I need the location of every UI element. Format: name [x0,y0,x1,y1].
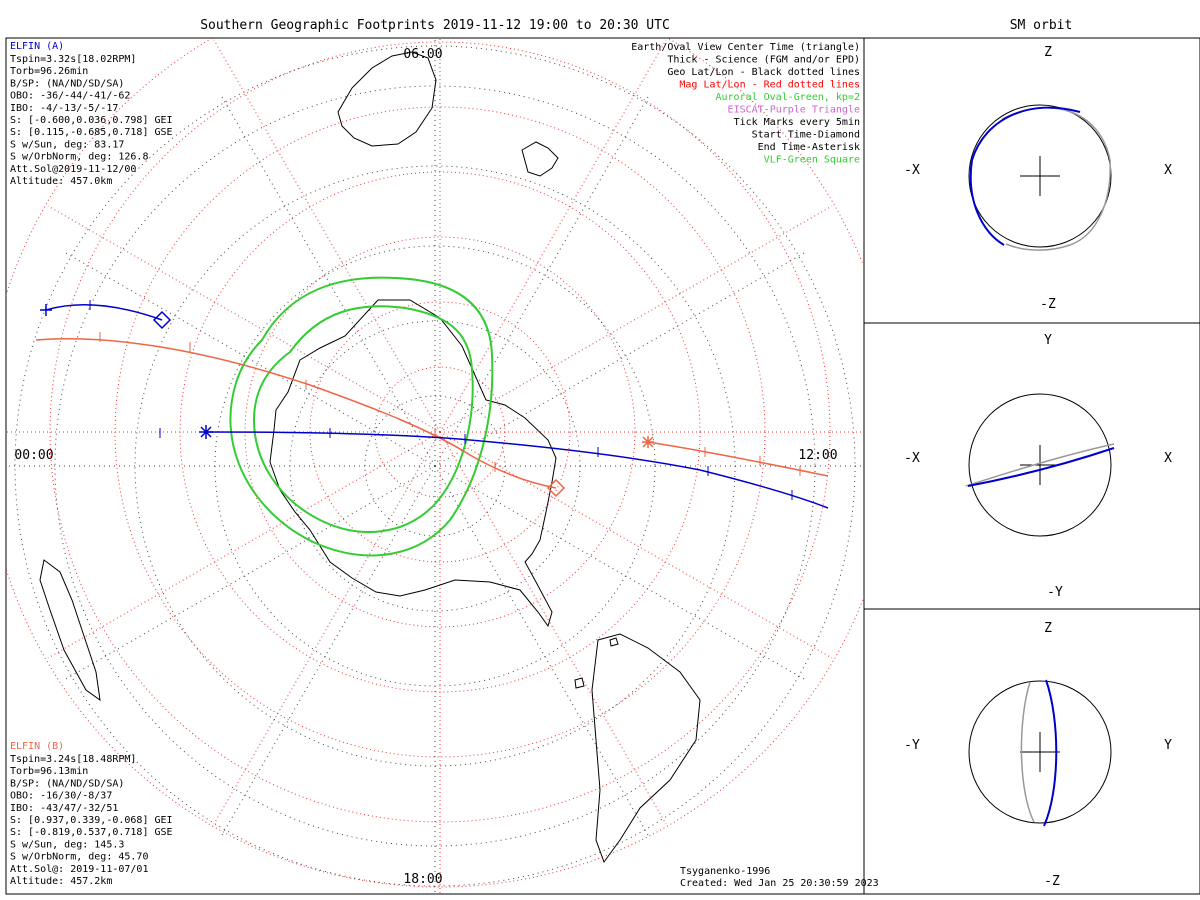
panel1-right: X [1164,163,1172,178]
panel3-bottom: -Z [1044,874,1060,889]
probe-b-line [35,338,557,489]
map-title: Southern Geographic Footprints 2019-11-1… [200,18,670,33]
auroral-oval-inner [252,305,474,533]
probe-b-end-asterisk [642,436,654,448]
antarctica-coast [269,299,557,628]
auroral-oval-outer [229,276,494,557]
info-line: S: [-0.600,0.036,0.798] GEI [10,115,173,126]
islands [574,637,619,689]
panel1-left: -X [904,163,920,178]
info-line: Altitude: 457.0km [10,176,112,187]
model-label: Tsyganenko-1996 [680,866,770,877]
probe-b-name: ELFIN (B) [10,741,64,752]
probe-a-start-diamond [152,310,172,330]
probe-a-line [45,304,163,321]
orbit-b-xz [1001,107,1111,251]
time-label-bottom: 18:00 [403,872,442,887]
info-line: Altitude: 457.2km [10,876,112,887]
orbit-title: SM orbit [1010,18,1073,33]
created-label: Created: Wed Jan 25 20:30:59 2023 [680,878,879,889]
probe-b-line-2 [647,441,829,477]
panel2-top: Y [1044,333,1052,348]
legend-entry: Tick Marks every 5min [734,117,860,128]
panel2-bottom: -Y [1047,585,1063,600]
time-label-top: 06:00 [403,47,442,62]
probe-b-info: ELFIN (B) Tspin=3.24s[18.48RPM]Torb=96.1… [10,741,173,887]
info-line: Torb=96.13min [10,766,88,777]
info-line: S: [0.115,-0.685,0.718] GSE [10,127,173,138]
auroral-ovals [229,276,494,557]
info-line: B/SP: (NA/ND/SD/SA) [10,78,124,89]
info-line: S: [-0.819,0.537,0.718] GSE [10,827,173,838]
info-line: S w/OrbNorm, deg: 45.70 [10,852,148,863]
panel1-bottom: -Z [1040,297,1056,312]
probe-a-line-2 [205,431,829,509]
earth-circle-xy [968,393,1112,537]
panel2-left: -X [904,451,920,466]
legend-entry: EISCAT-Purple Triangle [728,105,860,116]
earth-circle-yz [968,680,1112,824]
legend-entry: Auroral Oval-Green, kp=2 [716,92,861,103]
geo-grid [9,40,861,892]
probe-a-track [40,300,829,509]
south-america-coast [591,633,701,864]
new-zealand-coast [521,141,559,177]
info-line: S: [0.937,0.339,-0.068] GEI [10,815,173,826]
info-line: Tspin=3.32s[18.02RPM] [10,54,136,65]
orbit-b-xy [965,443,1115,487]
legend-entry: Thick - Science (FGM and/or EPD) [667,55,860,66]
panel2-right: X [1164,451,1172,466]
legend-entry: Geo Lat/Lon - Black dotted lines [667,67,860,78]
orbit-frame [863,37,1200,895]
orbit-a-xz [969,106,1081,246]
time-label-left: 00:00 [14,448,53,463]
panel3-top: Z [1044,621,1052,636]
probe-b-track [35,332,829,498]
legend-entry: Mag Lat/Lon - Red dotted lines [679,80,860,91]
orbit-a-yz [1043,679,1058,827]
orbit-panel-xy: Y -Y -X X [904,333,1172,600]
legend-entry: Earth/Oval View Center Time (triangle) [631,42,860,53]
map-area [6,38,864,894]
orbit-panel-xz: Z -Z -X X [904,45,1172,312]
probe-a-info: ELFIN (A) Tspin=3.32s[18.02RPM]Torb=96.2… [10,41,173,187]
legend-entry: End Time-Asterisk [758,142,860,153]
legend-entry: VLF-Green Square [764,155,860,166]
info-line: Torb=96.26min [10,66,88,77]
probe-a-end-asterisk [40,304,213,439]
info-line: IBO: -4/-13/-5/-17 [10,103,118,114]
info-line: IBO: -43/47/-32/51 [10,803,118,814]
info-line: B/SP: (NA/ND/SD/SA) [10,778,124,789]
time-label-right: 12:00 [798,448,837,463]
probe-b-start-diamond [546,478,566,498]
probe-a-name: ELFIN (A) [10,41,64,52]
coastlines [39,51,701,864]
australia-coast [337,51,437,147]
info-line: OBO: -16/30/-8/37 [10,791,112,802]
panel1-top: Z [1044,45,1052,60]
info-line: OBO: -36/-44/-41/-62 [10,91,130,102]
info-line: S w/OrbNorm, deg: 126.8 [10,152,148,163]
info-line: Att.Sol@2019-11-12/00 [10,164,136,175]
panel3-right: Y [1164,738,1172,753]
panel3-left: -Y [904,738,920,753]
info-line: S w/Sun, deg: 83.17 [10,139,124,150]
legend: Earth/Oval View Center Time (triangle) Th… [631,42,860,166]
earth-circle-xz [968,104,1112,248]
africa-coast [39,559,101,702]
orbit-a-xy [967,447,1115,487]
orbit-b-yz [1020,681,1035,823]
legend-entry: Start Time-Diamond [752,130,860,141]
info-line: Att.Sol@: 2019-11-07/01 [10,864,148,875]
info-line: Tspin=3.24s[18.48RPM] [10,754,136,765]
orbit-panel-yz: Z -Z -Y Y [904,621,1172,889]
info-line: S w/Sun, deg: 145.3 [10,839,124,850]
